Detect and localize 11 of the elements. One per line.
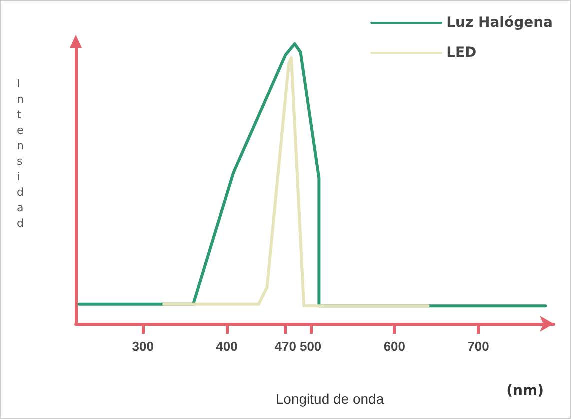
x-tick-label: 600 [384,339,406,354]
x-tick-label: 300 [132,339,154,354]
text: (nm) [506,383,544,399]
x-tick-label: 500 [300,339,322,354]
x-tick-label: 400 [216,339,238,354]
x-tick-label: 470 [274,339,296,354]
x-tick-label: 700 [468,339,490,354]
legend-label: LED [446,45,477,61]
text: Intensidad [17,77,24,230]
x-axis-title: Longitud de onda [276,391,384,407]
legend-label: Luz Halógena [446,15,553,31]
